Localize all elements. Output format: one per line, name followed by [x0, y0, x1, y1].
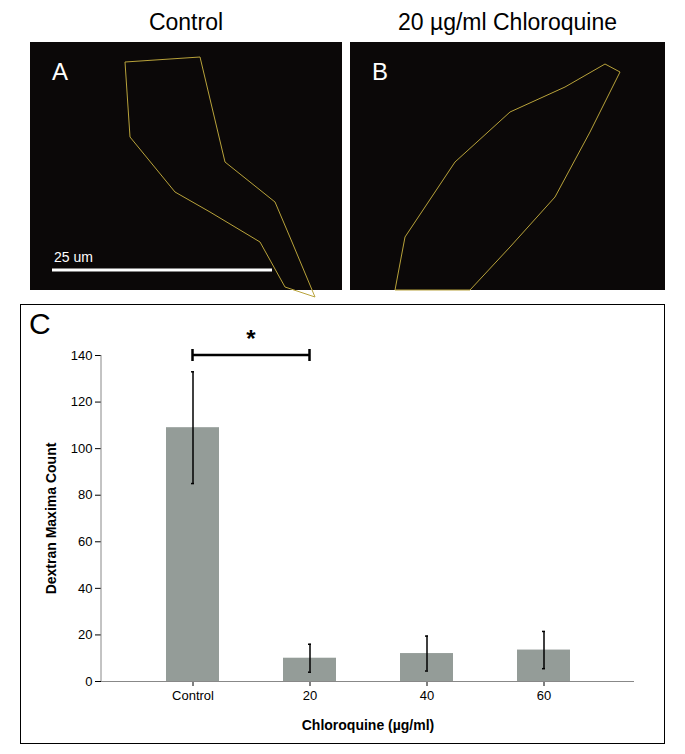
svg-text:40: 40 — [78, 581, 92, 596]
svg-text:120: 120 — [71, 394, 93, 409]
svg-text:Control: Control — [149, 9, 223, 35]
svg-text:20: 20 — [78, 627, 92, 642]
svg-text:20: 20 — [303, 688, 317, 703]
svg-text:0: 0 — [85, 674, 92, 689]
svg-text:*: * — [246, 325, 256, 352]
html-text:C: C — [29, 307, 51, 340]
svg-text:A: A — [52, 58, 68, 85]
svg-text:Control: Control — [172, 688, 214, 703]
svg-text:Dextran Maxima Count: Dextran Maxima Count — [43, 442, 59, 594]
svg-text:20 µg/ml Chloroquine: 20 µg/ml Chloroquine — [398, 9, 617, 35]
svg-text:Chloroquine (µg/ml): Chloroquine (µg/ml) — [302, 717, 435, 733]
svg-text:60: 60 — [537, 688, 551, 703]
svg-text:60: 60 — [78, 534, 92, 549]
svg-text:25 um: 25 um — [54, 249, 93, 265]
svg-text:140: 140 — [71, 348, 93, 363]
svg-text:B: B — [372, 58, 388, 85]
svg-text:100: 100 — [71, 441, 93, 456]
svg-text:80: 80 — [78, 487, 92, 502]
svg-text:40: 40 — [420, 688, 434, 703]
